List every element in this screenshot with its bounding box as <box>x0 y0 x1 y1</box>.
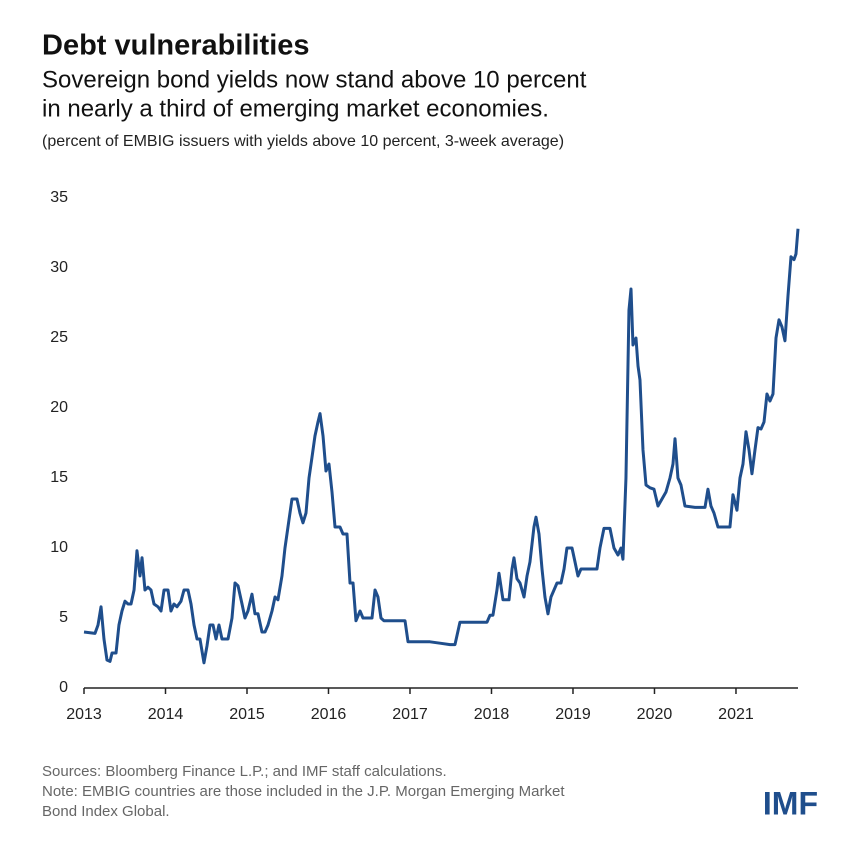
y-tick-label: 5 <box>59 609 68 626</box>
source-text: Sources: Bloomberg Finance L.P.; and IMF… <box>42 763 447 780</box>
source-text: Note: EMBIG countries are those included… <box>42 783 565 800</box>
x-tick-label: 2016 <box>311 706 347 723</box>
chart-subtitle: in nearly a third of emerging market eco… <box>42 95 549 122</box>
x-tick-label: 2017 <box>392 706 428 723</box>
data-line <box>83 228 800 665</box>
y-tick-label: 35 <box>50 189 68 206</box>
y-tick-label: 30 <box>50 259 68 276</box>
chart-note: (percent of EMBIG issuers with yields ab… <box>42 133 564 150</box>
y-tick-label: 25 <box>50 329 68 346</box>
y-tick-label: 15 <box>50 469 68 486</box>
source-text: Bond Index Global. <box>42 803 170 820</box>
x-tick-label: 2014 <box>148 706 184 723</box>
y-tick-label: 20 <box>50 399 68 416</box>
y-tick-label: 0 <box>59 679 68 696</box>
x-tick-label: 2021 <box>718 706 754 723</box>
x-tick-label: 2013 <box>66 706 102 723</box>
x-tick-label: 2015 <box>229 706 265 723</box>
chart-title: Debt vulnerabilities <box>42 30 310 62</box>
x-tick-label: 2019 <box>555 706 591 723</box>
x-tick-label: 2018 <box>474 706 510 723</box>
x-tick-label: 2020 <box>637 706 673 723</box>
y-tick-label: 10 <box>50 539 68 556</box>
chart-subtitle: Sovereign bond yields now stand above 10… <box>42 66 587 93</box>
logo: IMF <box>763 785 818 821</box>
